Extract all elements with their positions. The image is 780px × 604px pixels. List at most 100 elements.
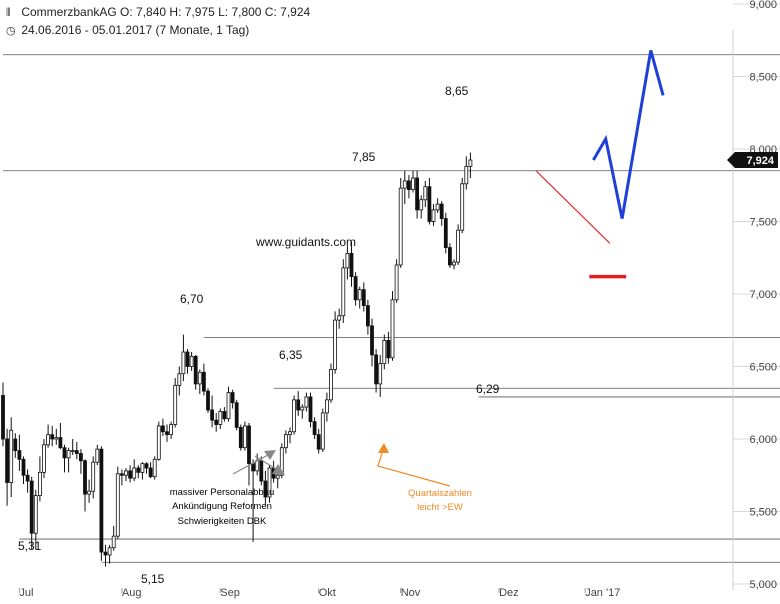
candle-body: [353, 276, 358, 301]
candle-body: [79, 453, 83, 462]
candle-body: [423, 186, 428, 201]
y-tick-label: 7,500: [749, 217, 777, 229]
candle-body: [361, 289, 366, 306]
candle-body: [427, 186, 432, 222]
candle-body: [435, 203, 440, 211]
candle-body: [66, 450, 71, 459]
x-tick-label: Nov: [401, 587, 421, 599]
candle-body: [124, 470, 128, 476]
candle-body: [296, 399, 301, 411]
x-tick-label: Sep: [220, 587, 240, 599]
candle-body: [148, 467, 153, 478]
candle-body: [17, 450, 22, 460]
candle-body: [99, 448, 104, 553]
candle-body: [128, 470, 133, 479]
candle-body: [279, 447, 284, 476]
candle-body: [439, 203, 444, 220]
candle-body: [201, 371, 206, 392]
candle-body: [242, 425, 247, 449]
x-tick-label: Jan '17: [585, 587, 620, 599]
candle-body: [165, 431, 169, 436]
candle-body: [111, 535, 116, 549]
instrument-ohlc-text: CommerzbankAG O: 7,840 H: 7,975 L: 7,800…: [21, 5, 311, 19]
candle-body: [382, 339, 387, 364]
candle-body: [312, 421, 317, 436]
candle-body: [13, 438, 18, 452]
candle-body: [267, 467, 272, 498]
candle-body: [103, 551, 108, 556]
candle-body: [316, 434, 321, 450]
candle-body: [468, 159, 473, 167]
candle-body: [95, 448, 100, 463]
blue-forecast-path: [592, 50, 665, 219]
candle-body: [83, 460, 87, 495]
candle-body: [21, 458, 26, 476]
level-label: 6,70: [180, 292, 204, 306]
candle-body: [255, 460, 260, 472]
candle-body: [308, 396, 313, 423]
x-tick-label: Jul: [19, 587, 33, 599]
y-tick-label: 7,000: [749, 289, 777, 301]
candle-body: [177, 373, 182, 386]
candle-body: [214, 419, 219, 425]
candle-body: [5, 438, 9, 483]
candle-body: [1, 395, 5, 440]
candle-body: [189, 355, 194, 367]
annotations-layer: www.guidants.com massiver Personalabbau An…: [170, 235, 472, 527]
candle-body: [292, 399, 297, 433]
annotation-text: massiver Personalabbau: [170, 487, 275, 498]
candle-body: [156, 425, 161, 460]
candle-body: [415, 177, 420, 211]
level-label: 6,35: [279, 348, 303, 362]
x-tick-label: Dez: [499, 587, 519, 599]
candle-body: [398, 187, 403, 266]
candle-body: [394, 264, 399, 301]
candle-body: [259, 460, 264, 482]
clock-icon: ◷: [6, 25, 16, 37]
candle-body: [218, 411, 223, 425]
header-title-row: ⫴ CommerzbankAG O: 7,840 H: 7,975 L: 7,8…: [6, 4, 310, 22]
candle-body: [341, 267, 346, 317]
y-tick-label: 9,000: [749, 0, 777, 11]
candle-body: [144, 463, 149, 469]
annotation-text: leicht >EW: [417, 502, 463, 513]
candle-body: [464, 165, 469, 185]
candle-body: [197, 371, 202, 385]
y-tick-label: 6,000: [749, 434, 777, 446]
candle-body: [169, 424, 174, 436]
candle-body: [62, 447, 67, 459]
candle-body: [386, 339, 391, 359]
candle-body: [38, 471, 42, 496]
candle-body: [222, 411, 227, 420]
candle-body: [107, 547, 112, 556]
candle-body: [357, 289, 362, 301]
candle-body: [283, 434, 288, 449]
candle-body: [120, 473, 124, 476]
candle-body: [263, 480, 268, 498]
candle-body: [42, 444, 46, 473]
candle-body: [234, 402, 239, 428]
candle-body: [337, 315, 342, 321]
candle-body: [132, 467, 137, 479]
annotation-text: Ankündigung Reformen: [172, 501, 272, 512]
candle-body: [9, 429, 14, 483]
candle-body: [345, 252, 350, 269]
last-price-label: 7,924: [746, 155, 774, 167]
candle-body: [181, 351, 186, 375]
candle-body: [275, 474, 280, 479]
candle-body: [390, 299, 395, 359]
candle-body: [87, 490, 91, 495]
last-price-tag: [727, 152, 778, 169]
candle-body: [349, 252, 354, 277]
candle-body: [33, 495, 38, 534]
level-label: 5,15: [141, 572, 165, 586]
candle-body: [193, 355, 198, 385]
level-label: 5,31: [18, 539, 42, 553]
y-tick-label: 5,000: [749, 579, 777, 591]
level-label: 6,29: [476, 382, 500, 396]
candle-body: [74, 450, 79, 454]
candle-body: [247, 425, 251, 465]
candle-body: [115, 473, 120, 537]
candle-body: [70, 450, 75, 453]
x-tick-label: Okt: [319, 587, 336, 599]
